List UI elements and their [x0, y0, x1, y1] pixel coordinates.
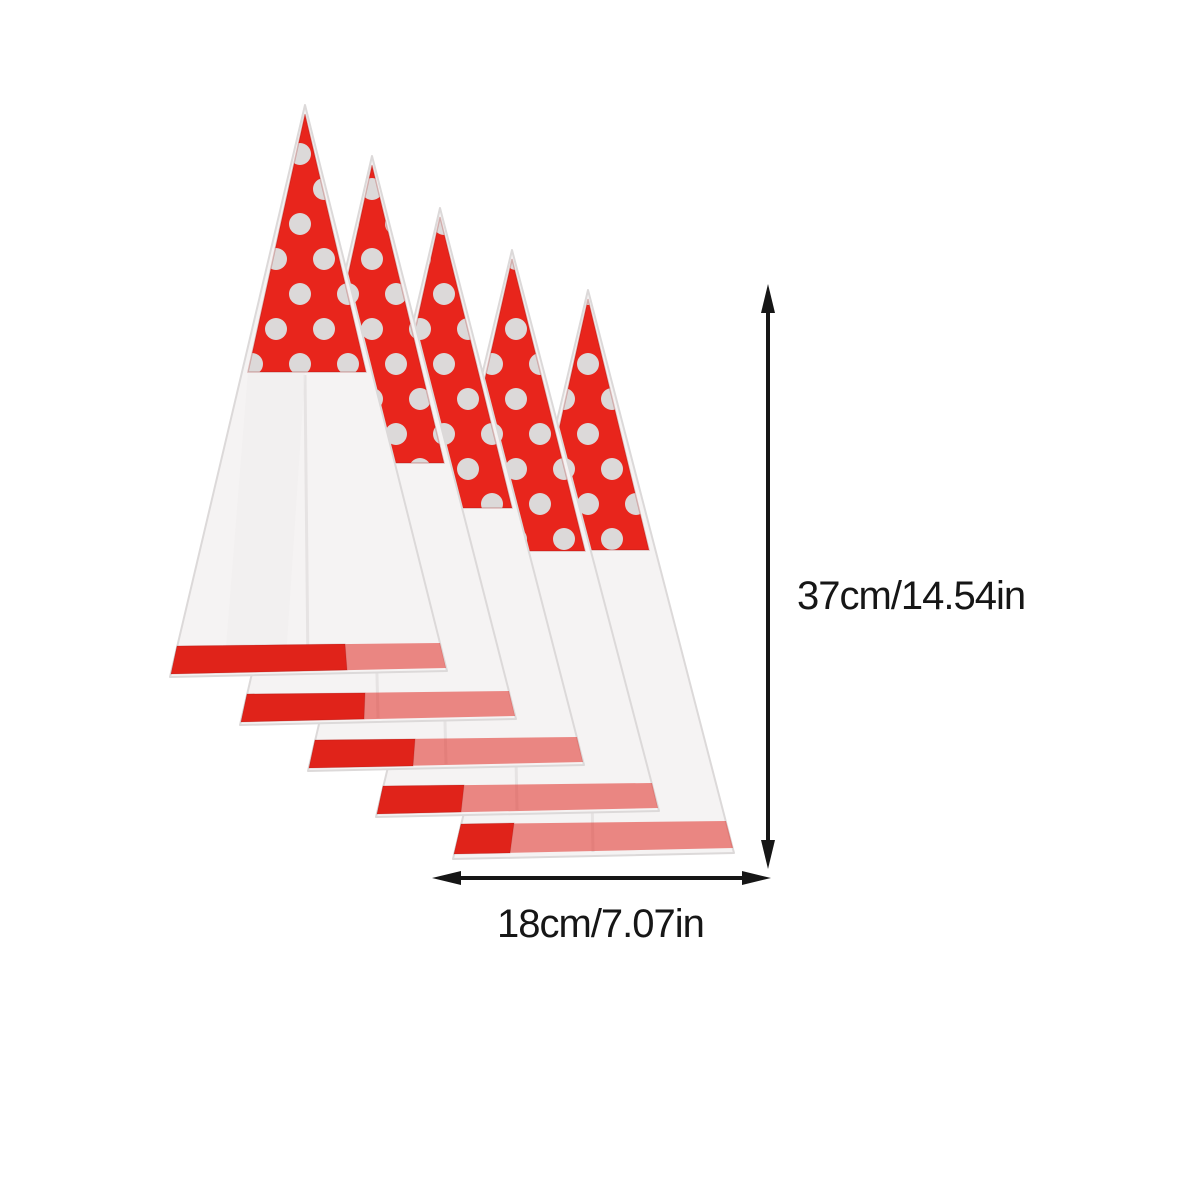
cone-film-sheen — [225, 372, 305, 672]
cone-bottom-stripe-solid — [453, 822, 515, 855]
cone-bottom-stripe-solid — [376, 784, 465, 815]
width-arrow-left-head — [432, 871, 461, 885]
height-dimension-label: 37cm/14.54in — [797, 574, 1026, 618]
cone-bottom-stripe — [454, 821, 733, 854]
cone-bottom-stripe-solid — [170, 643, 348, 675]
width-arrow-right-head — [742, 871, 771, 885]
cone-fold-line — [303, 374, 310, 671]
cone-polka-top — [247, 113, 367, 373]
cone-bottom-stripe-solid — [240, 692, 366, 723]
height-arrow-down-head — [761, 840, 775, 869]
height-arrow-up-head — [761, 284, 775, 313]
width-dimension-arrow — [432, 871, 771, 885]
cone-bottom-stripe-solid — [308, 738, 416, 769]
width-dimension-label: 18cm/7.07in — [497, 902, 705, 946]
height-dimension-arrow — [761, 284, 775, 869]
cone-bag-1 — [169, 104, 448, 678]
